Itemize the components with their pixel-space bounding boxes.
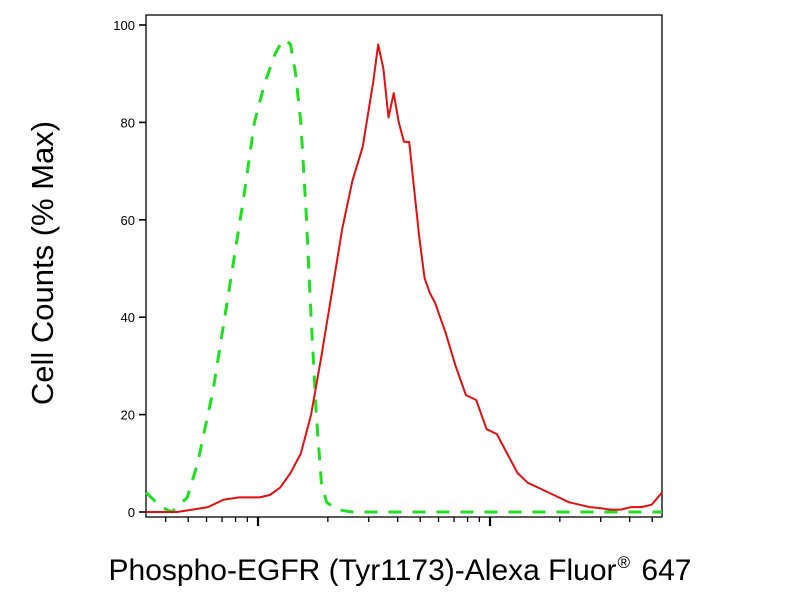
x-axis-label-suffix: 647 [633,554,692,587]
y-axis-ticks: 0 20 40 60 80 100 [113,18,146,520]
y-tick-label: 20 [121,408,135,423]
x-axis-label: Phospho-EGFR (Tyr1173)-Alexa Fluor® 647 [0,553,800,588]
x-axis-ticks [165,517,653,526]
series-group [144,38,663,514]
y-tick-label: 60 [121,213,135,228]
y-tick-label: 40 [121,310,135,325]
y-tick-label: 0 [128,505,135,520]
y-tick-label: 100 [113,18,135,33]
plot-frame [145,14,663,518]
series-line-isotype-dashed [144,38,662,514]
x-axis-label-main: Phospho-EGFR (Tyr1173)-Alexa Fluor [108,554,617,587]
x-axis-label-registered-mark: ® [617,553,631,572]
series-line-sample-solid [146,43,663,513]
y-tick-label: 80 [121,115,135,130]
y-axis-label: Cell Counts (% Max) [25,121,60,405]
